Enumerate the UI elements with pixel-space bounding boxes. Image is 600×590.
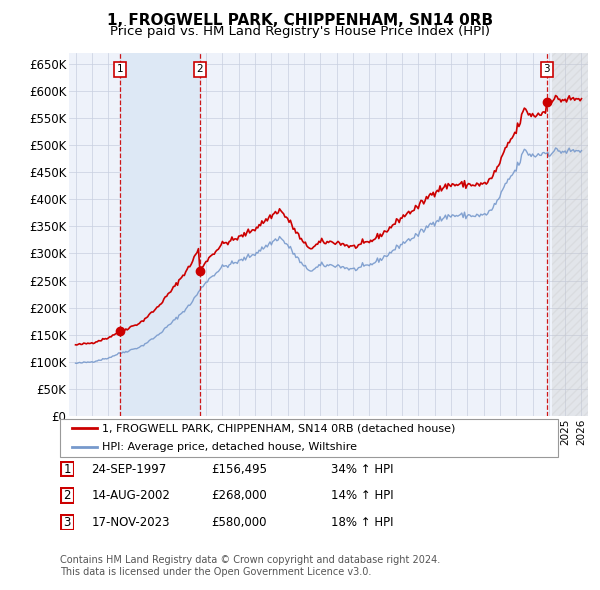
Text: 1: 1 [64, 463, 71, 476]
FancyBboxPatch shape [61, 461, 74, 477]
Text: HPI: Average price, detached house, Wiltshire: HPI: Average price, detached house, Wilt… [103, 441, 358, 451]
Text: 1, FROGWELL PARK, CHIPPENHAM, SN14 0RB (detached house): 1, FROGWELL PARK, CHIPPENHAM, SN14 0RB (… [103, 424, 456, 434]
Text: £156,495: £156,495 [211, 463, 267, 476]
Text: £268,000: £268,000 [211, 489, 267, 502]
Text: 24-SEP-1997: 24-SEP-1997 [91, 463, 166, 476]
Text: £580,000: £580,000 [211, 516, 266, 529]
Text: 1, FROGWELL PARK, CHIPPENHAM, SN14 0RB: 1, FROGWELL PARK, CHIPPENHAM, SN14 0RB [107, 13, 493, 28]
Text: 2: 2 [64, 489, 71, 502]
Text: 14-AUG-2002: 14-AUG-2002 [91, 489, 170, 502]
Bar [551, 53, 600, 416]
Text: 34% ↑ HPI: 34% ↑ HPI [331, 463, 394, 476]
Text: 18% ↑ HPI: 18% ↑ HPI [331, 516, 394, 529]
Bar [120, 53, 200, 416]
Text: 2: 2 [197, 64, 203, 74]
FancyBboxPatch shape [61, 514, 74, 530]
Text: 3: 3 [64, 516, 71, 529]
Text: 3: 3 [544, 64, 550, 74]
Text: Contains HM Land Registry data © Crown copyright and database right 2024.
This d: Contains HM Land Registry data © Crown c… [60, 555, 440, 577]
Text: 1: 1 [117, 64, 124, 74]
Text: 14% ↑ HPI: 14% ↑ HPI [331, 489, 394, 502]
FancyBboxPatch shape [60, 419, 558, 457]
Text: Price paid vs. HM Land Registry's House Price Index (HPI): Price paid vs. HM Land Registry's House … [110, 25, 490, 38]
Text: 17-NOV-2023: 17-NOV-2023 [91, 516, 170, 529]
FancyBboxPatch shape [61, 488, 74, 503]
